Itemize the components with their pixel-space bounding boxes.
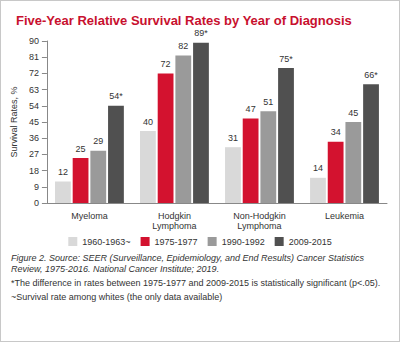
- svg-text:45: 45: [348, 108, 358, 118]
- svg-text:34: 34: [331, 127, 341, 137]
- svg-text:0: 0: [34, 198, 39, 208]
- svg-text:Five-Year Relative Survival Ra: Five-Year Relative Survival Rates by Yea…: [16, 13, 352, 28]
- svg-text:81: 81: [29, 52, 39, 62]
- svg-text:1990-1992: 1990-1992: [222, 237, 265, 247]
- svg-text:9: 9: [34, 182, 39, 192]
- svg-text:31: 31: [228, 133, 238, 143]
- html-text:*The difference in rates betwe: *The difference in rates between 1975-19…: [11, 278, 381, 288]
- svg-text:Myeloma: Myeloma: [71, 211, 108, 221]
- svg-text:Lymphoma: Lymphoma: [237, 221, 281, 231]
- svg-text:75*: 75*: [279, 54, 293, 64]
- svg-text:90: 90: [29, 36, 39, 46]
- svg-text:12: 12: [58, 167, 68, 177]
- svg-text:82: 82: [178, 41, 188, 51]
- svg-text:29: 29: [93, 136, 103, 146]
- svg-text:72: 72: [29, 68, 39, 78]
- svg-text:Lymphoma: Lymphoma: [152, 221, 196, 231]
- svg-text:Leukemia: Leukemia: [325, 211, 364, 221]
- svg-text:27: 27: [29, 149, 39, 159]
- svg-text:51: 51: [263, 97, 273, 107]
- svg-text:36: 36: [29, 133, 39, 143]
- svg-text:14: 14: [313, 163, 323, 173]
- svg-text:54: 54: [29, 101, 39, 111]
- svg-text:1960-1963~: 1960-1963~: [82, 237, 130, 247]
- svg-text:72: 72: [161, 59, 171, 69]
- svg-text:Survival Rates, %: Survival Rates, %: [9, 86, 19, 157]
- svg-text:54*: 54*: [109, 91, 123, 101]
- svg-text:40: 40: [143, 117, 153, 127]
- svg-text:45: 45: [29, 117, 39, 127]
- svg-text:63: 63: [29, 85, 39, 95]
- svg-text:1975-1977: 1975-1977: [155, 237, 198, 247]
- svg-text:89*: 89*: [194, 28, 208, 38]
- html-text:~Survival rate among whites (t: ~Survival rate among whites (the only da…: [11, 292, 223, 302]
- svg-text:2009-2015: 2009-2015: [289, 237, 332, 247]
- html-text:Figure 2. Source: SEER (Survei: Figure 2. Source: SEER (Surveillance, Ep…: [11, 253, 364, 274]
- svg-text:Hodgkin: Hodgkin: [158, 211, 191, 221]
- svg-text:47: 47: [246, 104, 256, 114]
- svg-text:Non-Hodgkin: Non-Hodgkin: [233, 211, 286, 221]
- svg-text:18: 18: [29, 166, 39, 176]
- svg-text:25: 25: [76, 144, 86, 154]
- svg-text:66*: 66*: [364, 70, 378, 80]
